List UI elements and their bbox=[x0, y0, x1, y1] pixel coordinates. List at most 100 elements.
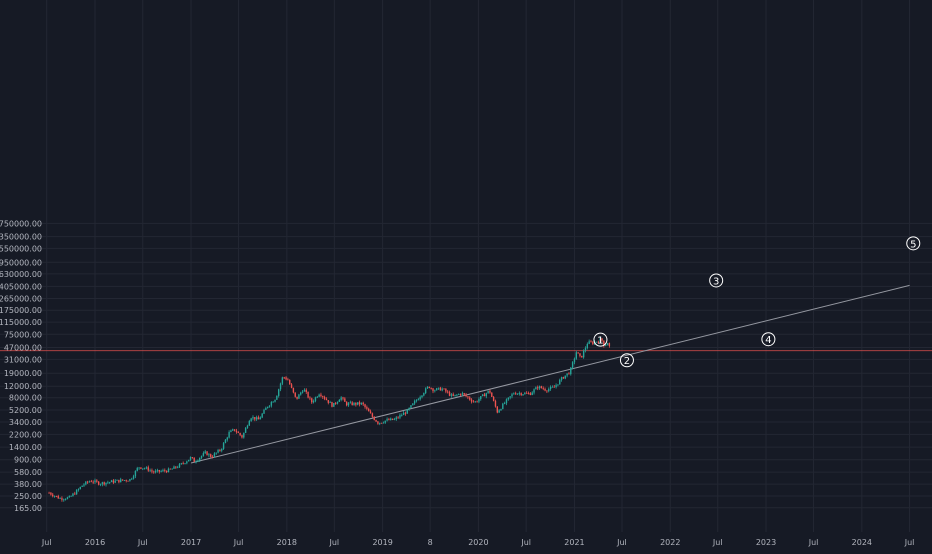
candle bbox=[570, 366, 572, 376]
candle bbox=[136, 466, 138, 472]
candle bbox=[369, 409, 372, 414]
candle bbox=[110, 479, 113, 483]
candle bbox=[92, 480, 94, 484]
candle bbox=[421, 395, 423, 399]
candle bbox=[232, 428, 234, 432]
candle bbox=[255, 415, 258, 421]
candle bbox=[120, 477, 122, 483]
x-tick-label: 2019 bbox=[372, 538, 392, 547]
candle bbox=[195, 460, 197, 464]
candle bbox=[568, 372, 570, 375]
candle bbox=[503, 401, 506, 405]
candle bbox=[96, 479, 98, 483]
candle bbox=[103, 481, 105, 486]
candle bbox=[318, 393, 320, 398]
candle bbox=[292, 387, 295, 394]
candle bbox=[53, 495, 56, 498]
y-tick-label: 19000.00 bbox=[4, 369, 42, 378]
x-tick-label: 2021 bbox=[564, 538, 584, 547]
candle bbox=[434, 389, 436, 393]
candle bbox=[213, 452, 216, 458]
candle bbox=[81, 485, 83, 488]
candle bbox=[180, 462, 183, 465]
candle bbox=[474, 401, 476, 403]
wave-label-1[interactable]: 1 bbox=[593, 332, 608, 347]
candle bbox=[118, 479, 120, 484]
candle bbox=[132, 474, 135, 480]
candle bbox=[435, 387, 438, 391]
candle bbox=[549, 385, 552, 391]
candle bbox=[257, 415, 260, 420]
y-tick-label: 47000.00 bbox=[4, 344, 42, 353]
trendline[interactable] bbox=[190, 284, 910, 464]
candle bbox=[266, 406, 269, 409]
candle bbox=[447, 390, 449, 394]
candle bbox=[553, 384, 555, 388]
candle bbox=[426, 386, 429, 389]
candle bbox=[289, 379, 291, 385]
candle bbox=[390, 417, 392, 421]
candle bbox=[311, 397, 313, 404]
candle bbox=[391, 418, 394, 421]
candle bbox=[458, 393, 460, 396]
candle bbox=[217, 448, 219, 454]
candle bbox=[538, 385, 541, 390]
candle bbox=[487, 390, 489, 394]
candle bbox=[430, 387, 432, 390]
candle bbox=[108, 481, 111, 485]
candle bbox=[491, 392, 493, 398]
candle bbox=[48, 491, 50, 494]
x-tick-label: 2018 bbox=[277, 538, 297, 547]
y-tick-label: 950000.00 bbox=[0, 258, 42, 267]
candle bbox=[193, 457, 195, 462]
candle bbox=[156, 468, 159, 473]
candle bbox=[199, 457, 201, 462]
candle bbox=[336, 401, 339, 405]
x-tick-label: Jul bbox=[233, 538, 244, 547]
candle bbox=[112, 479, 115, 485]
candle bbox=[401, 413, 403, 417]
candle bbox=[131, 477, 133, 480]
candle bbox=[525, 391, 528, 394]
candle bbox=[243, 432, 245, 439]
candle bbox=[323, 395, 326, 401]
candle bbox=[531, 391, 533, 396]
candle bbox=[160, 469, 162, 473]
svg-text:5: 5 bbox=[910, 239, 916, 250]
wave-label-3[interactable]: 3 bbox=[709, 273, 724, 288]
candle bbox=[276, 395, 278, 400]
x-tick-label: 2017 bbox=[181, 538, 201, 547]
y-tick-label: 2350000.00 bbox=[0, 233, 42, 242]
candle bbox=[116, 479, 118, 481]
candle bbox=[173, 465, 175, 469]
candle bbox=[305, 388, 307, 394]
candle bbox=[189, 456, 192, 462]
x-tick-label: Jul bbox=[712, 538, 723, 547]
candle bbox=[230, 429, 232, 433]
candle bbox=[226, 436, 228, 442]
x-tick-label: Jul bbox=[329, 538, 340, 547]
candle bbox=[285, 376, 287, 381]
candle bbox=[382, 421, 385, 424]
candle bbox=[379, 422, 381, 426]
candle bbox=[210, 453, 212, 458]
wave-labels: 1 2 3 4 5 bbox=[593, 236, 921, 368]
x-tick-label: 2023 bbox=[756, 538, 776, 547]
y-tick-label: 175000.00 bbox=[0, 306, 42, 315]
candle bbox=[176, 465, 179, 469]
x-tick-label: Jul bbox=[137, 538, 148, 547]
candle bbox=[52, 492, 54, 498]
wave-label-4[interactable]: 4 bbox=[761, 332, 776, 347]
wave-label-2[interactable]: 2 bbox=[619, 353, 634, 368]
candle bbox=[86, 480, 89, 484]
x-tick-label: 2022 bbox=[660, 538, 680, 547]
candle bbox=[452, 392, 454, 397]
candle bbox=[274, 399, 276, 403]
wave-label-5[interactable]: 5 bbox=[906, 236, 921, 251]
candle bbox=[263, 408, 265, 414]
y-tick-label: 630000.00 bbox=[0, 270, 42, 279]
x-tick-label: Jul bbox=[808, 538, 819, 547]
candle bbox=[248, 419, 251, 426]
candle bbox=[581, 355, 583, 358]
